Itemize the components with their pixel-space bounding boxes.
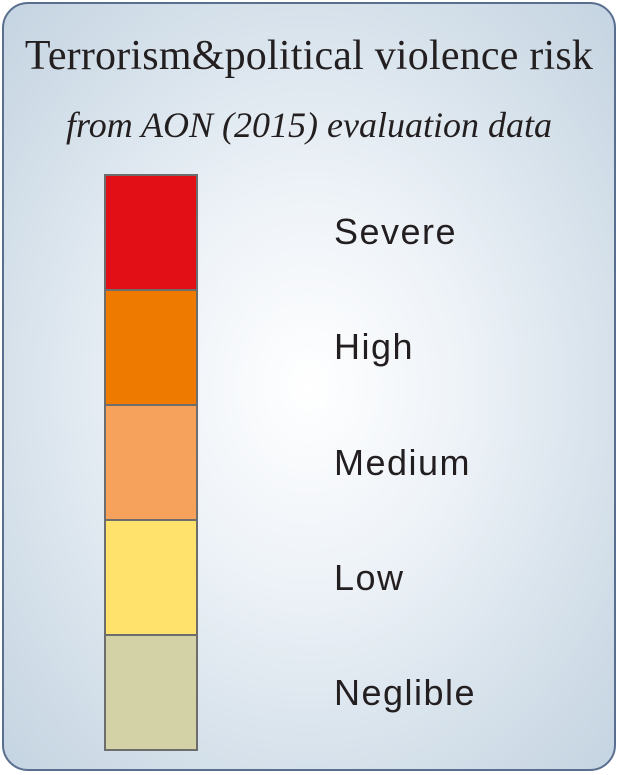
swatch-severe bbox=[106, 176, 196, 291]
legend-subtitle: from AON (2015) evaluation data bbox=[66, 105, 552, 145]
level-label-medium: Medium bbox=[334, 441, 472, 483]
level-label-low: Low bbox=[334, 556, 405, 598]
swatch-neglible bbox=[106, 636, 196, 749]
swatch-high bbox=[106, 291, 196, 406]
level-label-neglible: Neglible bbox=[334, 672, 477, 714]
level-label-high: High bbox=[334, 326, 415, 368]
color-scale-bar bbox=[104, 174, 198, 751]
swatch-low bbox=[106, 521, 196, 636]
legend-title: Terrorism&political violence risk bbox=[24, 33, 594, 79]
swatch-medium bbox=[106, 406, 196, 521]
level-label-severe: Severe bbox=[334, 210, 458, 252]
level-labels: Severe High Medium Low Neglible bbox=[334, 174, 476, 751]
